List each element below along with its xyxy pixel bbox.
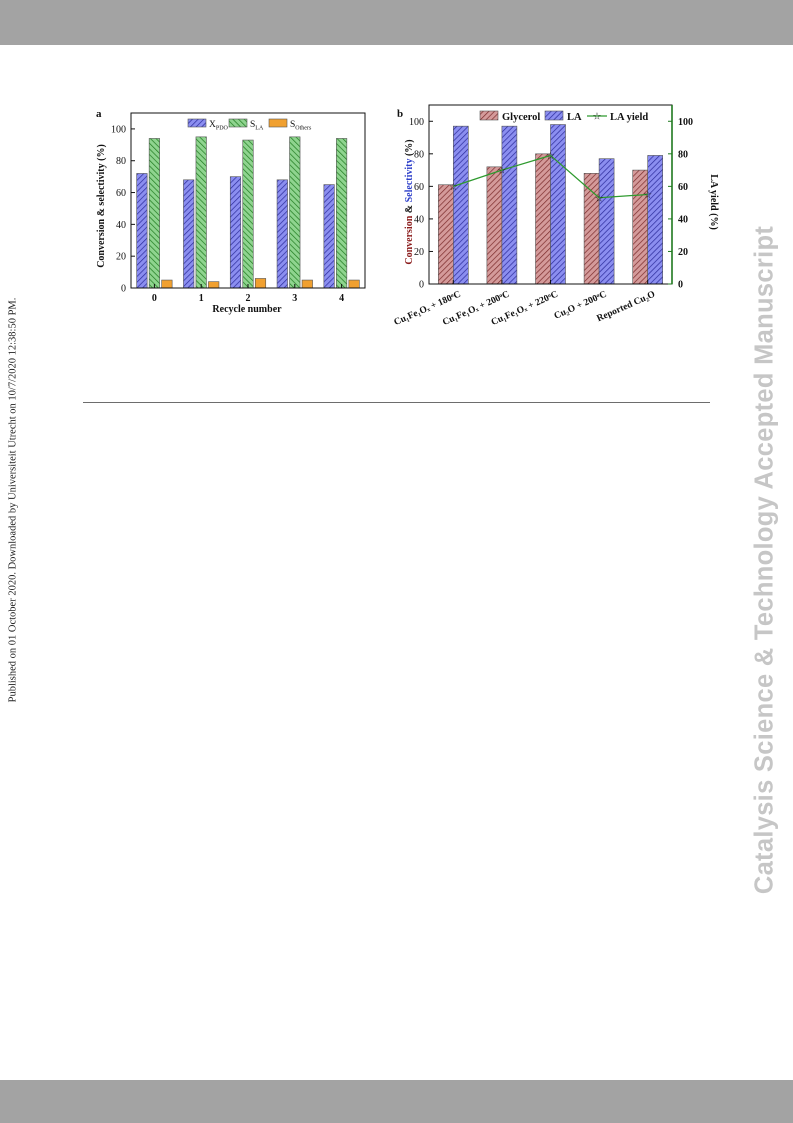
panel-b-ytick-label: 40 [414, 214, 424, 225]
panel-b-bar-glycerol [583, 173, 600, 285]
panel-b-ytick-label: 20 [414, 247, 424, 258]
panel-b-ytick-label: 100 [409, 117, 424, 128]
panel-b-bar-la [452, 125, 469, 285]
panel-b-bar-la [598, 158, 615, 285]
panel-a-xtick-label: 2 [246, 293, 251, 304]
panel-a-bar-s-others [161, 279, 173, 289]
panel-b-bar-glycerol [437, 184, 454, 285]
panel-b-ylabel: Conversion & Selectivity (%) [404, 139, 415, 264]
panel-b-y2tick-label: 80 [678, 149, 688, 160]
panel-b-ytick-label: 60 [414, 182, 424, 193]
panel-a-legend-label: SOthers [290, 120, 312, 132]
panel-a-bar-x-pdo [276, 179, 288, 289]
panel-b-y2tick-label: 0 [678, 280, 683, 291]
panel-a-xtick-label: 0 [152, 293, 157, 304]
panel-b-legend-label: LA [567, 112, 582, 123]
panel-b-ytick-label: 80 [414, 149, 424, 160]
panel-a-ytick-label: 20 [116, 252, 126, 263]
panel-a-bar-x-pdo [323, 184, 335, 289]
panel-a-bar-s-la [242, 139, 254, 289]
panel-a-legend-label: XPDO [209, 120, 229, 132]
panel-a-ytick-label: 0 [121, 284, 126, 295]
panel-b-bar-la [647, 155, 664, 285]
panel-a-bar-s-la [195, 136, 207, 289]
panel-a-letter: a [96, 108, 102, 120]
panel-a-xtick-label: 3 [292, 293, 297, 304]
panel-a-legend-swatch [228, 118, 248, 128]
panel-b-legend-label: Glycerol [502, 112, 540, 123]
header-band [0, 0, 793, 45]
panel-b-bar-glycerol [535, 153, 551, 285]
chart-panel-a: a Conversion & selectivity (%) Recycle n… [96, 108, 366, 315]
panel-a-bar-s-la [336, 138, 348, 289]
panel-b-yield-line [453, 154, 648, 199]
panel-a-bar-s-la [148, 138, 160, 289]
panel-a-bar-s-others [301, 279, 313, 289]
footer-band [0, 1080, 793, 1123]
panel-b-legend-swatch [544, 110, 564, 121]
panel-b-yield-marker: ☆ [546, 151, 555, 162]
panel-a-legend-label: SLA [250, 120, 264, 132]
panel-b-y2tick-label: 40 [678, 214, 688, 225]
panel-a-bar-x-pdo [229, 176, 242, 289]
panel-b-yield-marker: ☆ [497, 166, 506, 177]
panel-a-xtick-label: 4 [339, 293, 344, 304]
panel-a-bar-x-pdo [183, 179, 195, 289]
panel-a-legend-swatch [187, 118, 207, 128]
panel-b-bar-la [501, 125, 518, 285]
panel-a-ytick-label: 60 [116, 188, 126, 199]
panel-b-legend-marker: ☆ [593, 112, 602, 123]
panel-a-xtick-label: 1 [199, 293, 204, 304]
panel-a-bar-s-others [254, 278, 267, 289]
panel-a-ytick-label: 40 [116, 220, 126, 231]
panel-b-letter: b [397, 108, 403, 120]
panel-b-legend-label: LA yield [610, 112, 648, 123]
panel-b-yield-marker: ☆ [449, 182, 458, 193]
panel-a-ytick-label: 80 [116, 156, 126, 167]
panel-a-bar-s-others [348, 279, 360, 289]
panel-b-y2tick-label: 60 [678, 182, 688, 193]
panel-b-legend-swatch [479, 110, 499, 121]
panel-b-y2tick-label: 20 [678, 247, 688, 258]
panel-b-bar-la [550, 124, 566, 285]
chart-panel-b: b Conversion & Selectivity (%) LA yield … [393, 104, 719, 328]
panel-b-yield-marker: ☆ [643, 190, 652, 201]
panel-a-bar-s-others [208, 281, 220, 289]
panel-b-yield-marker: ☆ [595, 193, 604, 204]
panel-a-ytick-label: 100 [111, 124, 126, 135]
panel-b-bar-glycerol [486, 166, 503, 285]
panel-b-ytick-label: 0 [419, 280, 424, 291]
panel-b-y2tick-label: 100 [678, 117, 693, 128]
section-divider [83, 402, 710, 403]
panel-a-bar-x-pdo [136, 173, 148, 289]
panel-a-ylabel: Conversion & selectivity (%) [96, 144, 107, 268]
panel-a-legend-swatch [268, 118, 288, 128]
panel-b-bar-glycerol [632, 169, 649, 285]
panel-b-y2label: LA yield (%) [708, 174, 719, 230]
panel-a-xlabel: Recycle number [212, 304, 282, 315]
panel-a-bar-s-la [289, 136, 301, 289]
